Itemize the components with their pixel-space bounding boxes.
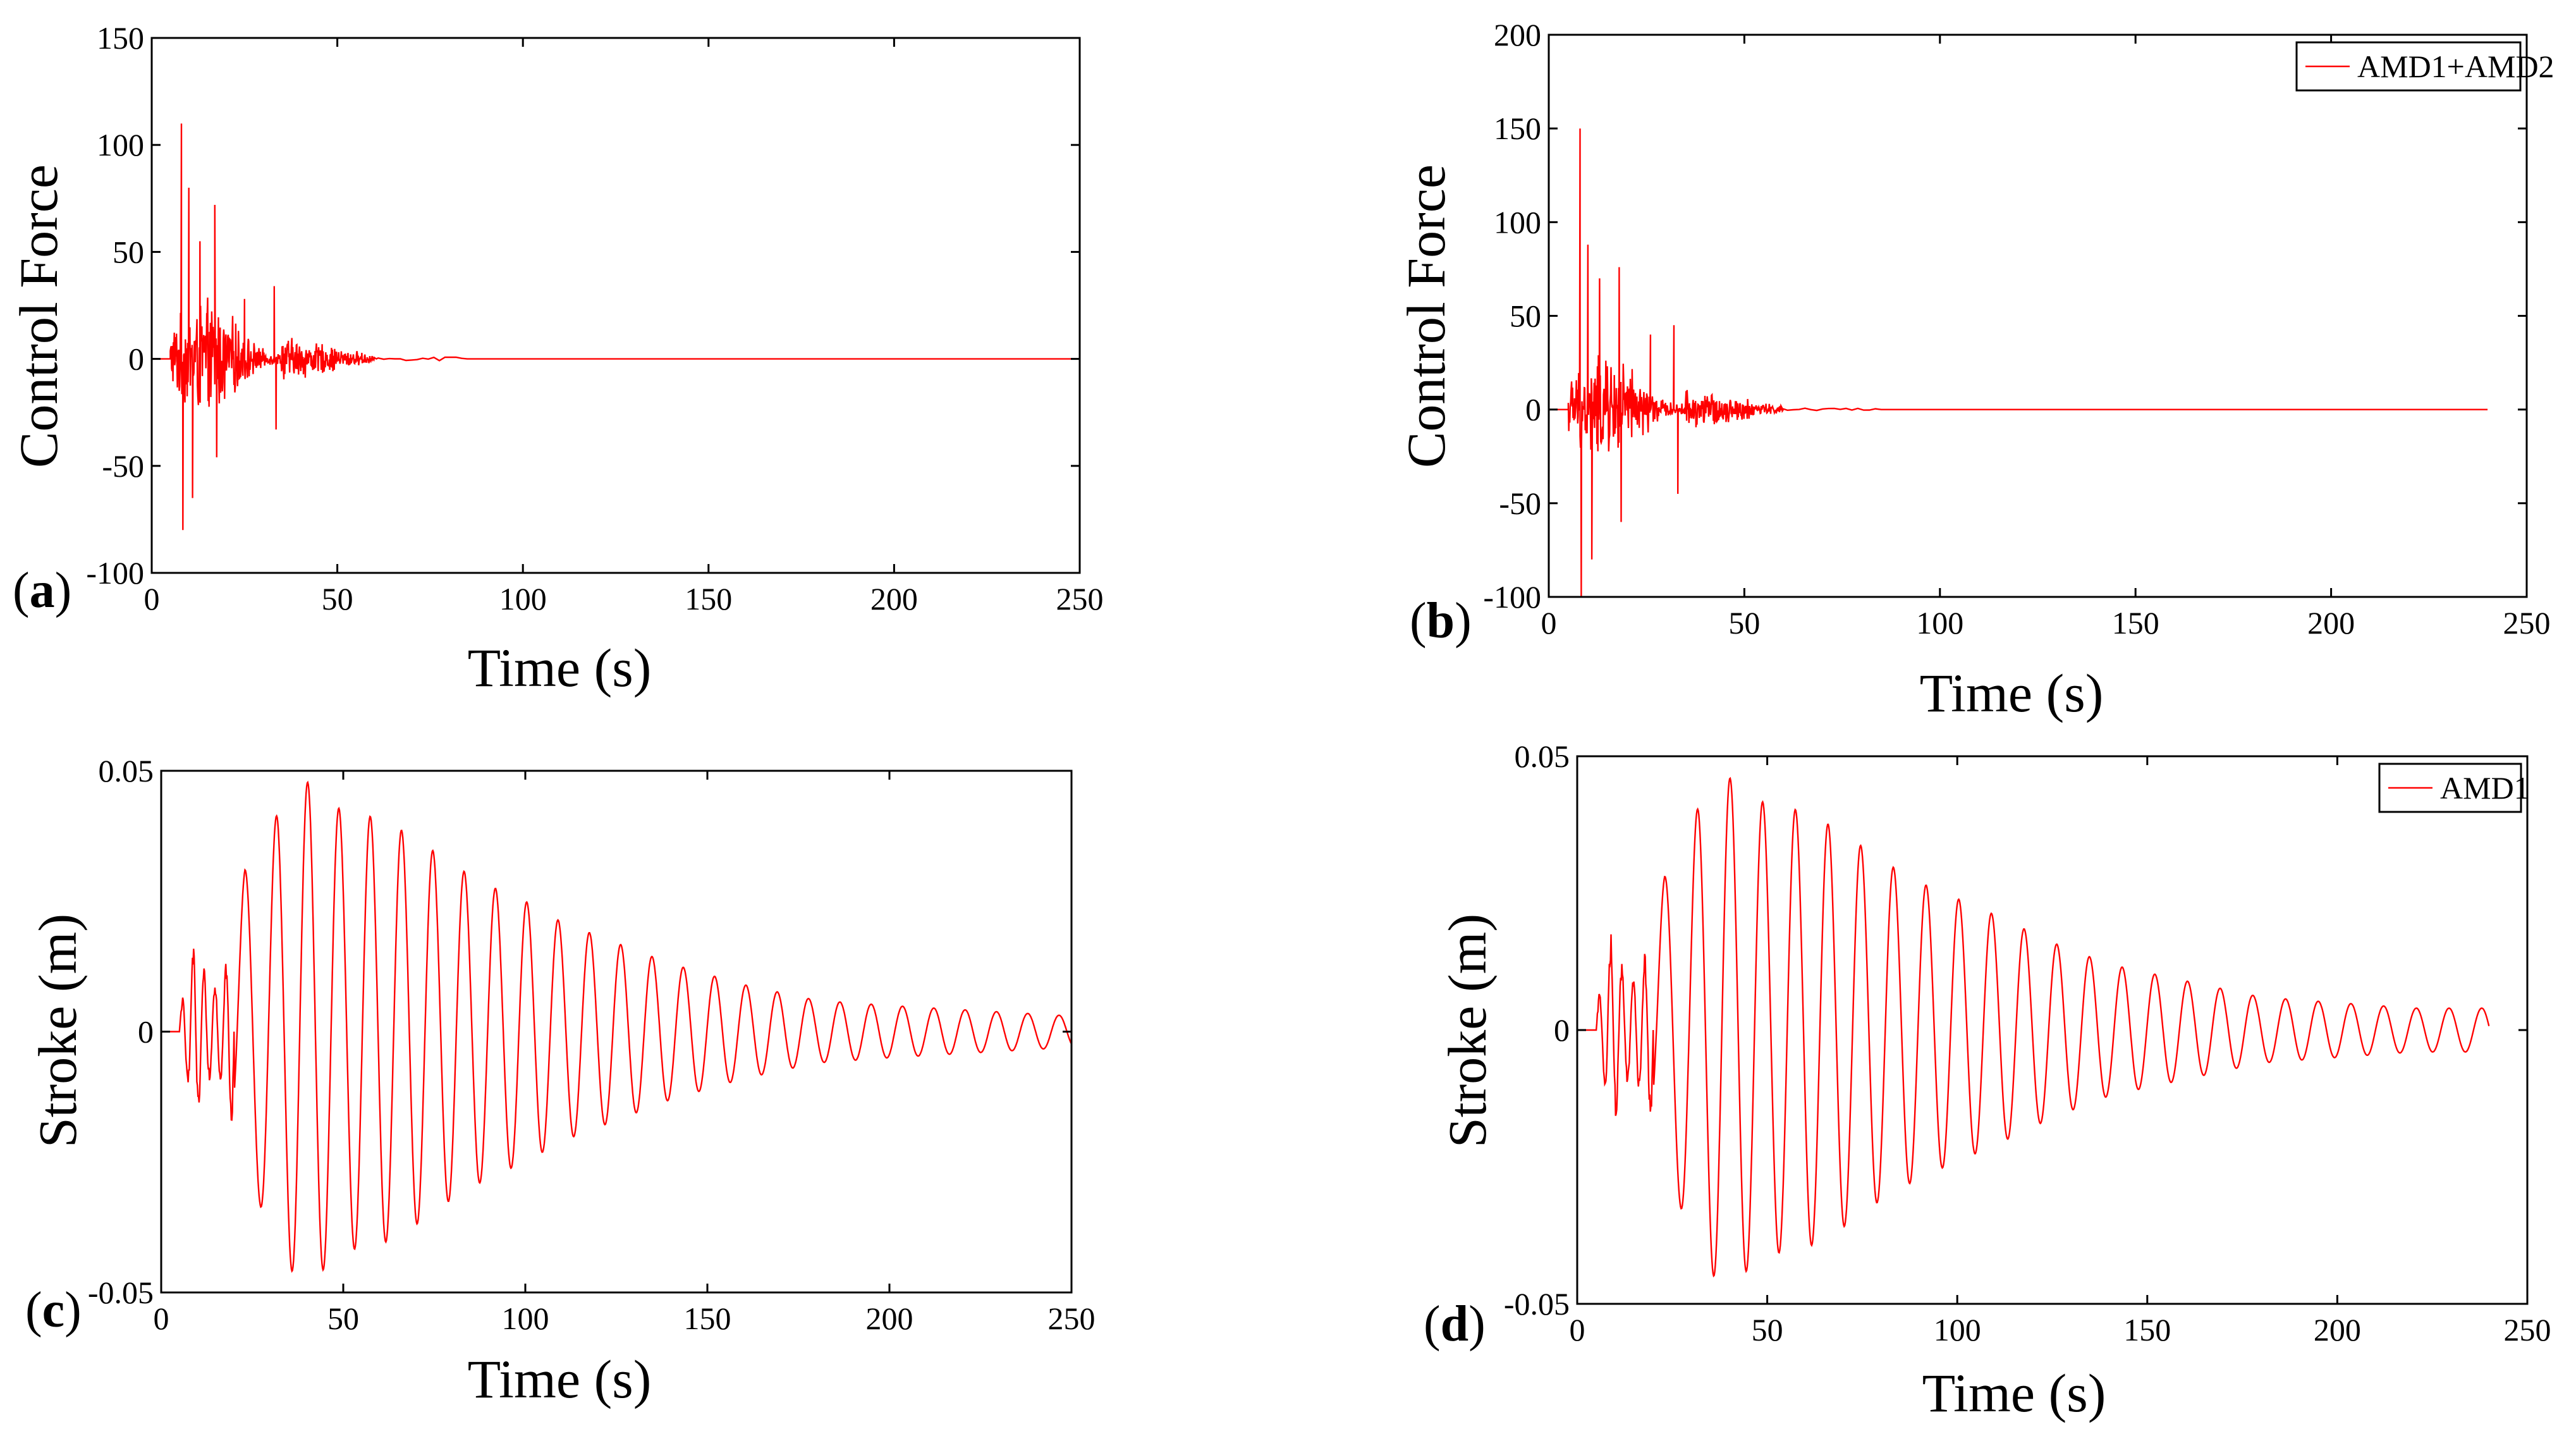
x-tick-label: 150 <box>684 1301 731 1336</box>
x-tick-label: 100 <box>1934 1312 1981 1347</box>
panel-label: (c) <box>25 1282 82 1338</box>
y-tick-label: -50 <box>102 448 144 484</box>
x-tick-label: 50 <box>327 1301 359 1336</box>
y-tick-label: 0 <box>1554 1012 1570 1048</box>
y-axis-label: Stroke (m) <box>27 914 88 1148</box>
x-tick-label: 50 <box>322 581 353 617</box>
y-tick-label: -100 <box>1483 579 1541 615</box>
x-tick-label: 200 <box>2314 1312 2361 1347</box>
y-tick-label: 150 <box>1494 111 1541 146</box>
x-tick-label: 250 <box>2504 1312 2551 1347</box>
x-axis-label: Time (s) <box>468 637 652 698</box>
panel-label-letter: b <box>1427 593 1455 649</box>
series-line <box>1549 128 2488 597</box>
panel-label-letter: a <box>30 563 55 618</box>
y-tick-label: 50 <box>1510 298 1541 334</box>
y-tick-label: -50 <box>1499 486 1541 521</box>
series-line <box>161 780 1071 1273</box>
y-tick-label: 50 <box>113 234 144 269</box>
y-tick-label: -100 <box>86 555 144 591</box>
x-tick-label: 100 <box>499 581 547 617</box>
x-tick-label: 0 <box>1570 1312 1585 1347</box>
y-axis-label: Control Force <box>1396 164 1456 468</box>
x-tick-label: 250 <box>1056 581 1104 617</box>
x-tick-label: 250 <box>2503 605 2551 641</box>
y-axis-label: Stroke (m) <box>1437 914 1498 1148</box>
y-tick-label: 0.05 <box>99 753 154 789</box>
y-tick-label: 200 <box>1494 17 1541 52</box>
x-axis-label: Time (s) <box>1922 1363 2106 1423</box>
panel-label-close: ) <box>64 1282 82 1338</box>
x-tick-label: 150 <box>685 581 732 617</box>
x-tick-label: 100 <box>502 1301 549 1336</box>
panel-label-close: ) <box>1455 593 1472 649</box>
panel-label-close: ) <box>55 563 72 618</box>
x-tick-label: 50 <box>1752 1312 1783 1347</box>
y-tick-label: 100 <box>1494 204 1541 240</box>
plot-frame <box>150 37 1081 574</box>
panel-label-open: ( <box>1410 593 1427 649</box>
legend: AMD1 <box>2378 763 2530 813</box>
panel-label-open: ( <box>13 563 30 618</box>
y-tick-label: 0 <box>138 1014 154 1050</box>
panel-label-open: ( <box>25 1282 42 1338</box>
legend-label: AMD1+AMD2 <box>2357 49 2555 84</box>
x-tick-label: 50 <box>1728 605 1760 641</box>
panel-label: (a) <box>13 563 71 618</box>
x-tick-label: 0 <box>144 581 160 617</box>
legend: AMD1+AMD2 <box>2295 41 2555 92</box>
x-tick-label: 200 <box>2307 605 2355 641</box>
x-tick-label: 0 <box>1541 605 1557 641</box>
x-axis-label: Time (s) <box>1920 663 2104 723</box>
y-tick-label: -0.05 <box>88 1275 154 1310</box>
x-tick-label: 200 <box>866 1301 913 1336</box>
x-tick-label: 100 <box>1916 605 1963 641</box>
panel-label-letter: c <box>42 1282 65 1338</box>
x-tick-label: 150 <box>2123 1312 2171 1347</box>
x-tick-label: 250 <box>1048 1301 1096 1336</box>
y-axis-label: Control Force <box>8 164 69 468</box>
panel-label-close: ) <box>1468 1296 1486 1352</box>
series-line <box>1577 776 2490 1278</box>
chart-a: 0 50 100 150 200 250 -100 -50 0 50 100 150 Time (s) C… <box>8 20 1104 698</box>
y-tick-label: 0 <box>1525 392 1541 427</box>
x-tick-label: 0 <box>154 1301 169 1336</box>
chart-b: 0 50 100 150 200 250 -100 -50 0 50 100 150 200 Time (… <box>1396 17 2555 723</box>
y-tick-label: 0 <box>128 341 144 377</box>
panel-label: (b) <box>1410 593 1472 649</box>
panel-label-letter: d <box>1441 1296 1469 1352</box>
y-tick-label: 100 <box>97 127 144 163</box>
panel-label-open: ( <box>1424 1296 1441 1352</box>
x-axis-label: Time (s) <box>468 1349 652 1409</box>
x-tick-label: 150 <box>2112 605 2159 641</box>
legend-label: AMD1 <box>2440 770 2530 806</box>
y-tick-label: 150 <box>97 20 144 56</box>
panel-label: (d) <box>1424 1296 1486 1352</box>
series-line <box>152 123 1080 531</box>
y-tick-label: 0.05 <box>1515 739 1570 774</box>
y-tick-label: -0.05 <box>1504 1286 1570 1322</box>
x-tick-label: 200 <box>870 581 918 617</box>
